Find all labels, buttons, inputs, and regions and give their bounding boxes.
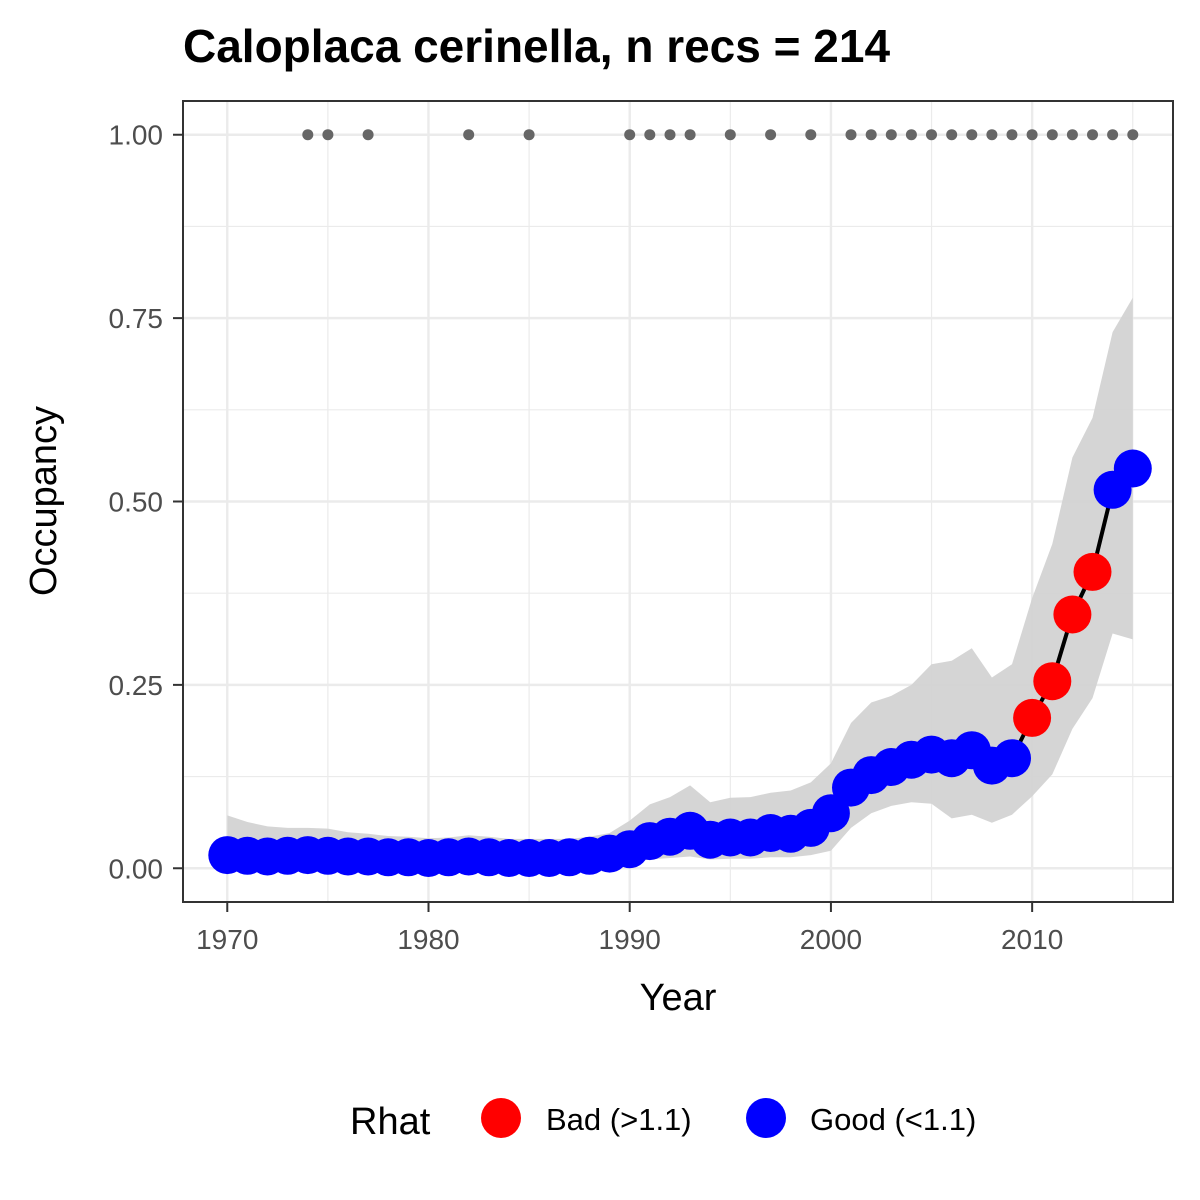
legend-key-bad (481, 1098, 521, 1138)
record-year-point (1066, 129, 1078, 141)
occupancy-point-bad (1073, 552, 1112, 591)
record-year-point (724, 129, 736, 141)
record-year-point (1026, 129, 1038, 141)
occupancy-point-good (1113, 449, 1152, 488)
occupancy-point-bad (1033, 662, 1072, 701)
record-year-point (885, 129, 897, 141)
x-axis-title: Year (640, 977, 717, 1019)
occupancy-point-good (993, 739, 1031, 778)
occupancy-point-good (811, 794, 850, 833)
record-year-point (966, 129, 978, 141)
legend-key-good (746, 1098, 786, 1138)
record-year-point (1046, 129, 1058, 141)
record-year-point (684, 129, 696, 141)
chart-title: Caloplaca cerinella, n recs = 214 (183, 20, 890, 72)
record-year-point (322, 129, 334, 141)
record-year-point (805, 129, 817, 141)
y-tick-label: 0.50 (109, 487, 164, 518)
record-year-point (1107, 129, 1119, 141)
legend-label-good: Good (<1.1) (810, 1102, 976, 1137)
y-tick-label: 0.25 (109, 670, 164, 701)
x-tick-label: 2000 (800, 924, 862, 955)
record-year-point (986, 129, 998, 141)
record-year-point (624, 129, 636, 141)
record-year-point (865, 129, 877, 141)
record-year-point (946, 129, 958, 141)
record-year-point (523, 129, 535, 141)
axis-ticks: 1970 1980 1990 2000 2010 0.00 0.25 0.50 0.75 1.00 (109, 120, 1064, 955)
x-tick-label: 1980 (397, 924, 459, 955)
record-year-point (664, 129, 676, 141)
x-tick-label: 1970 (196, 924, 258, 955)
ribbon-layer (227, 297, 1133, 867)
y-axis-title: Occupancy (23, 406, 65, 596)
record-year-point (362, 129, 374, 141)
legend: Rhat Bad (>1.1) Good (<1.1) (350, 1098, 976, 1143)
record-year-point (1087, 129, 1098, 141)
record-year-point (926, 129, 937, 141)
record-year-point (845, 129, 857, 141)
record-year-point (765, 129, 777, 141)
occupancy-point-bad (1053, 595, 1092, 634)
record-year-point (463, 129, 475, 141)
y-tick-label: 0.00 (109, 853, 164, 884)
record-year-point (1127, 129, 1139, 141)
occupancy-point-bad (1013, 698, 1052, 737)
records-layer (302, 129, 1139, 141)
x-tick-label: 2010 (1001, 924, 1063, 955)
x-tick-label: 1990 (599, 924, 661, 955)
record-year-point (302, 129, 314, 141)
credible-interval-ribbon (227, 297, 1133, 867)
legend-title: Rhat (350, 1101, 431, 1143)
record-year-point (905, 129, 917, 141)
record-year-point (644, 129, 656, 141)
legend-label-bad: Bad (>1.1) (546, 1102, 692, 1137)
record-year-point (1006, 129, 1018, 141)
y-tick-label: 1.00 (109, 120, 164, 151)
points-layer (208, 449, 1152, 877)
gridlines (183, 101, 1173, 902)
y-tick-label: 0.75 (109, 303, 164, 334)
